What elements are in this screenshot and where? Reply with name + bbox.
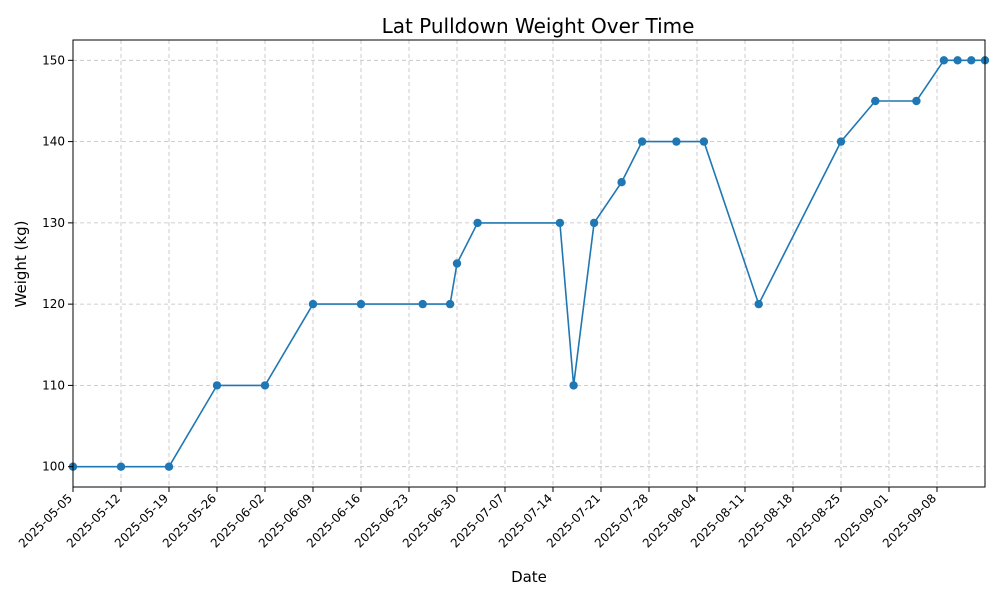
chart-title: Lat Pulldown Weight Over Time	[382, 14, 695, 38]
data-point	[699, 137, 709, 146]
data-point	[418, 299, 427, 309]
data-point	[212, 381, 222, 390]
data-point	[939, 56, 949, 65]
y-tick-label: 100	[42, 460, 65, 474]
data-point	[308, 299, 318, 309]
data-point	[617, 178, 626, 187]
series-line	[73, 59, 985, 468]
plot-frame	[72, 39, 986, 488]
data-point	[967, 56, 976, 65]
data-point	[473, 218, 482, 228]
data-point	[953, 56, 962, 65]
data-point	[116, 462, 126, 471]
x-axis-label: Date	[511, 568, 547, 586]
y-tick-label: 140	[42, 135, 65, 149]
data-point	[637, 137, 647, 146]
data-point	[555, 218, 565, 228]
data-point	[164, 462, 174, 471]
y-axis-ticks: 100 110 120 130 140 150	[42, 53, 73, 474]
data-point	[912, 96, 921, 106]
data-point	[871, 96, 880, 106]
y-tick-label: 120	[42, 297, 65, 311]
x-axis-ticks: 2025-05-052025-05-122025-05-192025-05-26…	[16, 487, 939, 550]
data-point	[589, 218, 599, 228]
data-point	[445, 299, 455, 309]
y-tick-label: 130	[42, 216, 65, 230]
data-point	[452, 259, 462, 268]
grid-lines	[72, 40, 985, 487]
data-point	[569, 381, 578, 390]
series-layer	[68, 56, 990, 471]
data-point	[836, 137, 846, 146]
y-tick-label: 110	[42, 378, 65, 392]
data-point	[754, 299, 763, 309]
data-point	[260, 381, 270, 390]
data-point	[356, 299, 366, 309]
y-axis-label: Weight (kg)	[12, 221, 30, 308]
data-point	[672, 137, 681, 146]
y-tick-label: 150	[42, 53, 65, 67]
